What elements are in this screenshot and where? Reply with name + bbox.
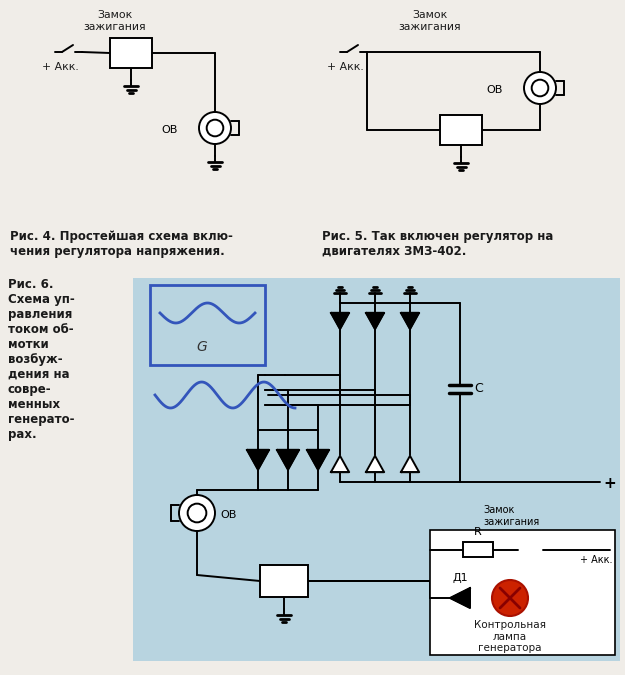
Polygon shape (277, 450, 299, 470)
Bar (133, 278, 620, 661)
Text: Рис. 4. Простейшая схема вклю-
чения регулятора напряжения.: Рис. 4. Простейшая схема вклю- чения рег… (10, 230, 233, 258)
Text: Рис. 5. Так включен регулятор на
двигателях ЗМЗ-402.: Рис. 5. Так включен регулятор на двигате… (322, 230, 553, 258)
Polygon shape (366, 313, 384, 329)
Text: + Акк.: + Акк. (42, 62, 79, 72)
Text: C: C (474, 383, 482, 396)
Circle shape (188, 504, 206, 522)
Circle shape (179, 495, 215, 531)
Text: G: G (197, 340, 208, 354)
Text: РН: РН (451, 124, 471, 136)
Text: Замок
зажигания: Замок зажигания (399, 10, 461, 32)
Text: Рис. 6.: Рис. 6. (8, 278, 54, 291)
Bar (260, 565, 308, 597)
Polygon shape (307, 450, 329, 470)
Text: Замок
зажигания: Замок зажигания (84, 10, 146, 32)
Polygon shape (366, 456, 384, 472)
Circle shape (207, 119, 223, 136)
Circle shape (492, 580, 528, 616)
Text: Д1: Д1 (452, 573, 468, 583)
Text: R: R (474, 527, 482, 537)
Polygon shape (401, 456, 419, 472)
Bar (150, 285, 265, 365)
Text: РН: РН (274, 574, 294, 587)
Bar (430, 530, 615, 655)
Text: + Акк.: + Акк. (579, 555, 612, 565)
Polygon shape (331, 456, 349, 472)
Polygon shape (331, 313, 349, 329)
Text: Замок
зажигания: Замок зажигания (483, 506, 539, 527)
Circle shape (199, 112, 231, 144)
Polygon shape (401, 313, 419, 329)
Bar (463, 542, 493, 557)
Text: ОВ: ОВ (162, 125, 178, 135)
Polygon shape (247, 450, 269, 470)
Text: ОВ: ОВ (220, 510, 236, 520)
Text: + Акк.: + Акк. (327, 62, 364, 72)
Text: РН: РН (121, 47, 141, 59)
Text: Схема уп-
равления
током об-
мотки
возбуж-
дения на
совре-
менных
генерато-
рах.: Схема уп- равления током об- мотки возбу… (8, 293, 75, 441)
Text: Контрольная
лампа
генератора: Контрольная лампа генератора (474, 620, 546, 653)
Circle shape (524, 72, 556, 104)
Bar (110, 38, 152, 68)
Text: +: + (603, 475, 616, 491)
Text: ОВ: ОВ (487, 85, 503, 95)
Polygon shape (450, 588, 470, 608)
Circle shape (532, 80, 548, 97)
Bar (440, 115, 482, 145)
